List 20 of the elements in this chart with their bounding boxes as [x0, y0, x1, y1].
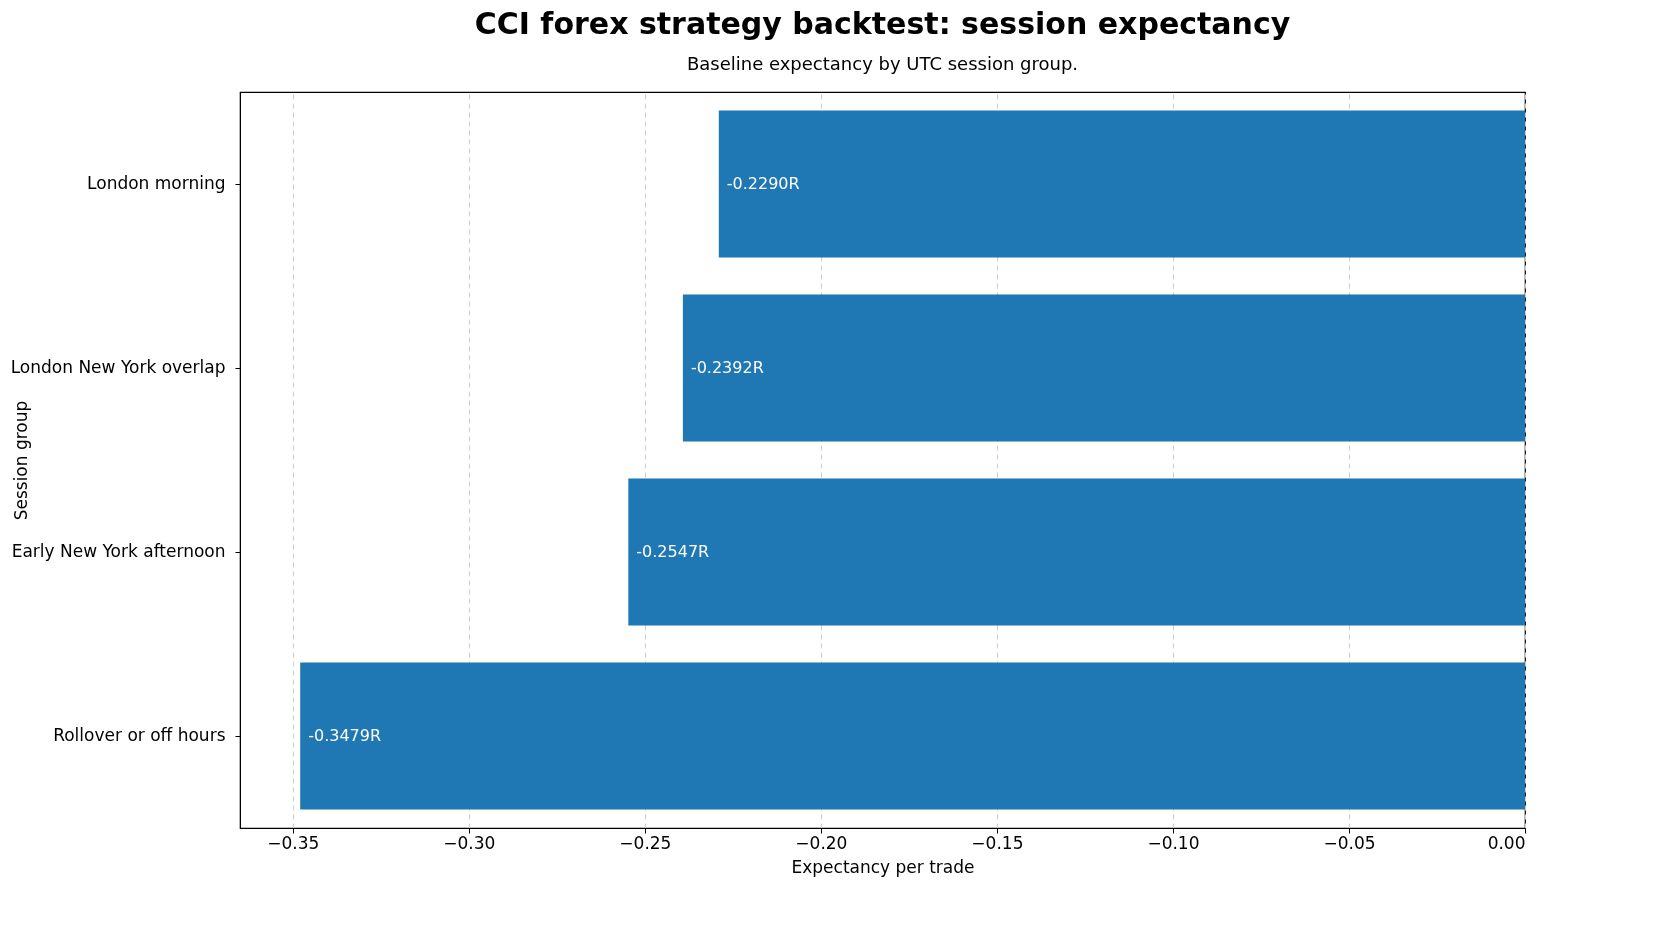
- y-tick-label: Early New York afternoon: [11, 541, 226, 561]
- chart-subtitle: Baseline expectancy by UTC session group.: [686, 53, 1079, 74]
- data-label: -0.2392R: [690, 358, 764, 377]
- y-tick-label: London New York overlap: [10, 357, 226, 377]
- x-tick-label: −0.15: [971, 832, 1024, 853]
- y-tick-label: London morning: [87, 173, 226, 193]
- chart-title: CCI forex strategy backtest: session expectancy: [474, 6, 1291, 41]
- x-tick-label: 0.00: [1487, 832, 1526, 853]
- x-tick-label: −0.10: [1147, 832, 1200, 853]
- x-tick-label: −0.25: [619, 832, 672, 853]
- x-tick-label: −0.30: [443, 832, 496, 853]
- data-label: -0.2290R: [726, 174, 800, 193]
- x-tick-label: −0.35: [267, 832, 320, 853]
- x-axis-title: Expectancy per trade: [791, 856, 975, 877]
- data-label: -0.2547R: [636, 542, 710, 561]
- y-axis-title: Session group: [10, 400, 31, 521]
- data-label: -0.3479R: [308, 726, 382, 745]
- x-tick-label: −0.05: [1323, 832, 1376, 853]
- x-tick-label: −0.20: [795, 832, 848, 853]
- y-tick-label: Rollover or off hours: [53, 725, 226, 745]
